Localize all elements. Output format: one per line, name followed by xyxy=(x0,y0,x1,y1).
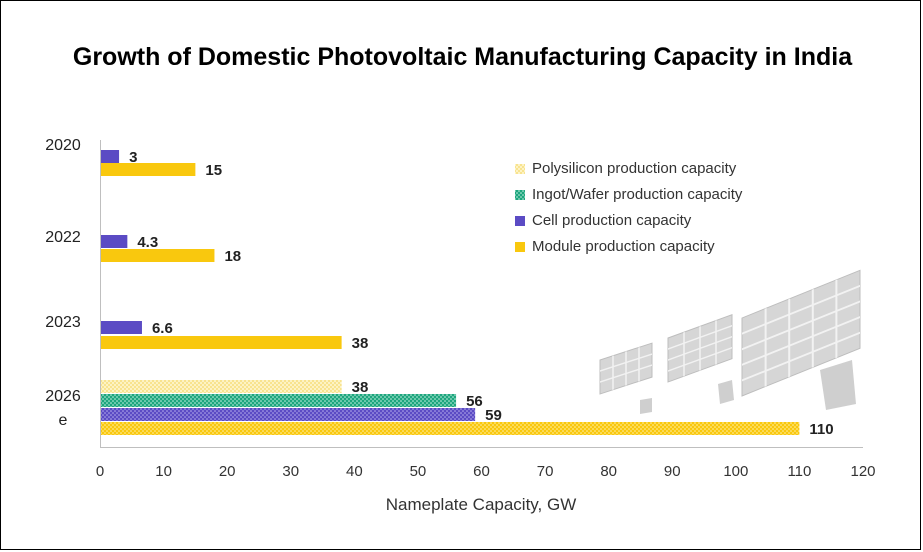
bar xyxy=(101,394,457,407)
bar xyxy=(101,321,142,334)
category-label: 2022 xyxy=(45,229,81,246)
x-axis-title: Nameplate Capacity, GW xyxy=(386,495,577,514)
data-label: 3 xyxy=(129,149,137,166)
x-tick-label: 30 xyxy=(282,463,299,480)
bar xyxy=(101,336,342,349)
data-label: 38 xyxy=(352,379,369,396)
category-label: 2020 xyxy=(45,137,81,154)
legend-swatch xyxy=(515,190,525,200)
x-tick-label: 0 xyxy=(96,463,104,480)
x-tick-label: 60 xyxy=(473,463,490,480)
bar xyxy=(101,408,476,421)
bar xyxy=(101,249,215,262)
bar xyxy=(101,150,120,163)
legend-entry: Cell production capacity xyxy=(532,212,692,229)
legend-entry: Ingot/Wafer production capacity xyxy=(532,186,743,203)
legend-swatch xyxy=(515,242,525,252)
x-tick-label: 50 xyxy=(410,463,427,480)
data-label: 6.6 xyxy=(152,320,173,337)
category-label: 2023 xyxy=(45,314,81,331)
bar xyxy=(101,380,342,393)
x-tick-label: 110 xyxy=(787,463,811,480)
x-tick-label: 90 xyxy=(664,463,681,480)
legend-swatch xyxy=(515,216,525,226)
bar xyxy=(101,235,128,248)
x-tick-label: 120 xyxy=(850,463,875,480)
data-label: 18 xyxy=(224,248,241,265)
x-tick-label: 20 xyxy=(219,463,236,480)
solar-panels-icon xyxy=(599,269,861,414)
data-label: 59 xyxy=(485,407,502,424)
legend-entry: Polysilicon production capacity xyxy=(532,160,737,177)
category-label: 2026 xyxy=(45,388,81,405)
data-label: 38 xyxy=(352,335,369,352)
legend-swatch xyxy=(515,164,525,174)
x-tick-label: 100 xyxy=(723,463,748,480)
data-label: 4.3 xyxy=(137,234,158,251)
x-tick-label: 70 xyxy=(537,463,554,480)
data-label: 15 xyxy=(205,162,222,179)
x-tick-label: 10 xyxy=(155,463,172,480)
legend-entry: Module production capacity xyxy=(532,238,715,255)
bar xyxy=(101,422,800,435)
data-label: 56 xyxy=(466,393,483,410)
x-tick-label: 40 xyxy=(346,463,363,480)
x-tick-label: 80 xyxy=(600,463,617,480)
data-label: 110 xyxy=(809,421,833,438)
bar xyxy=(101,163,196,176)
chart-title: Growth of Domestic Photovoltaic Manufact… xyxy=(72,43,853,71)
category-label-line2: e xyxy=(59,412,68,429)
